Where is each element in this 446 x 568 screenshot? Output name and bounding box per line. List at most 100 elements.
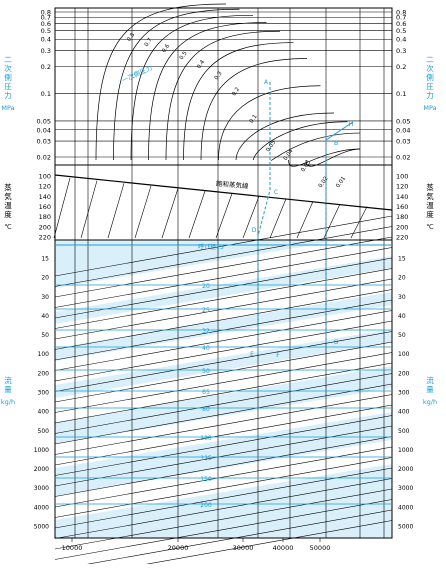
flow-diagonal [54, 457, 393, 518]
marker-label: E [250, 351, 254, 358]
example-path-3 [325, 121, 354, 141]
superheat-line [323, 203, 341, 239]
flow-axis-label-char: 量 [426, 385, 434, 394]
temperature-axis-label-char: 蒸 [4, 182, 12, 192]
flow-axis-label-char: 流 [426, 375, 434, 385]
temperature-tick-right: 120 [396, 183, 408, 191]
pressure-tick-right: 0.05 [396, 117, 410, 125]
flow-diagonal [54, 268, 393, 329]
flow-tick-right: 300 [398, 390, 410, 397]
temperature-tick-left: 140 [39, 193, 51, 201]
temperature-tick-right: 180 [396, 213, 408, 221]
nominal-size-label: 150 [200, 476, 212, 483]
flow-diagonal [54, 373, 393, 434]
nominal-size-label: 200 [200, 502, 212, 509]
pressure-tick-left: 0.2 [41, 63, 51, 71]
pressure-tick-right: 0.6 [396, 20, 406, 28]
flow-diagonal [54, 341, 393, 403]
pressure-axis-label-char: 側 [4, 72, 12, 82]
marker-label: F [276, 352, 280, 359]
temperature-tick-right: 200 [396, 223, 408, 231]
flow-axis-label-unit: kg/h [423, 398, 437, 406]
pressure-tick-left: 0.3 [41, 47, 51, 55]
flow-white-band [55, 305, 392, 385]
x-tick-label: 10000 [62, 544, 83, 552]
flow-diagonal [64, 509, 393, 568]
pressure-tick-right: 0.03 [396, 138, 410, 146]
pressure-curve [130, 14, 254, 161]
flow-diagonal [123, 520, 393, 568]
superheat-line [269, 198, 287, 239]
flow-tick-right: 500 [398, 428, 410, 435]
pressure-axis-label-unit: MPa [1, 104, 14, 112]
nominal-size-label: 65 [202, 389, 210, 396]
pressure-axis-label-char: 力 [426, 90, 434, 100]
pressure-axis-label-char: 圧 [4, 82, 12, 91]
pressure-tick-left: 0.1 [41, 90, 51, 98]
example-path-1 [257, 82, 271, 354]
chart-labels: 0.8 0.80.7 0.70.6 0.60.5 0.50.4 0.40.3 0.30.2 0… [1, 9, 437, 553]
pressure-axis-label-char: 力 [4, 90, 12, 100]
flow-tick-left: 1000 [34, 447, 49, 454]
chart-curves [53, 3, 393, 568]
pressure-axis-label-unit: MPa [423, 104, 436, 112]
pressure-curve [288, 148, 361, 167]
temperature-tick-right: 160 [396, 203, 408, 211]
flow-diagonal [54, 478, 393, 539]
flow-diagonal [54, 352, 393, 413]
flow-diagonal [54, 499, 393, 560]
saturation-line-label: 飽和蒸気線 [216, 179, 250, 191]
flow-diagonal [54, 488, 393, 550]
pressure-curve [270, 132, 361, 161]
temperature-axis-label-char: 気 [4, 191, 12, 201]
marker-label: A [264, 79, 269, 86]
pressure-curve [183, 42, 294, 161]
pressure-curve [218, 85, 321, 161]
marker-label: B [334, 140, 338, 147]
flow-diagonal [54, 236, 393, 298]
nominal-size-label: 100 [200, 435, 212, 442]
flow-tick-left: 15 [41, 256, 49, 263]
x-tick-label: 20000 [168, 544, 189, 552]
superheat-line [350, 206, 368, 239]
flow-tick-right: 1000 [398, 447, 413, 454]
temperature-tick-left: 200 [39, 223, 51, 231]
superheat-line [242, 196, 260, 239]
pressure-axis-label-char: 次 [426, 63, 434, 73]
panel-backgrounds [55, 8, 392, 538]
flow-tick-right: 40 [398, 313, 406, 320]
pressure-curve-label: 0.7 [144, 37, 154, 48]
temperature-tick-right: 100 [396, 173, 408, 181]
pressure-tick-right: 0.2 [396, 63, 406, 71]
pressure-tick-left: 0.8 [41, 9, 51, 17]
flow-tick-left: 30 [41, 294, 49, 301]
pressure-tick-right: 0.3 [396, 47, 406, 55]
superheat-line [161, 188, 179, 239]
superheat-line [134, 185, 152, 239]
nominal-size-label: 40 [202, 345, 210, 352]
pressure-curve [148, 22, 267, 161]
pressure-tick-right: 0.8 [396, 9, 406, 17]
temperature-axis-label-char: 温 [426, 201, 434, 210]
pressure-curve [200, 58, 308, 161]
marker-label: G [334, 339, 339, 346]
flow-tick-left: 20 [41, 275, 49, 282]
flow-diagonal [54, 383, 393, 445]
superheat-line [53, 177, 71, 239]
pressure-curve-label: 0.8 [126, 32, 136, 43]
flow-tick-right: 3000 [398, 485, 413, 492]
pressure-axis-label-char: 次 [4, 63, 12, 73]
flow-diagonal [54, 289, 393, 350]
saturation-line [54, 174, 393, 211]
flow-tick-left: 100 [38, 351, 50, 358]
temperature-tick-right: 140 [396, 193, 408, 201]
pressure-curve [305, 148, 361, 167]
temperature-axis-label-char: 度 [426, 209, 434, 219]
flow-diagonal [54, 320, 393, 382]
pressure-curve-label: 0.1 [249, 114, 259, 125]
nominal-size-label: 125 [200, 455, 212, 462]
marker-label: D [252, 227, 257, 234]
pressure-curve-label: 0.5 [179, 50, 189, 61]
